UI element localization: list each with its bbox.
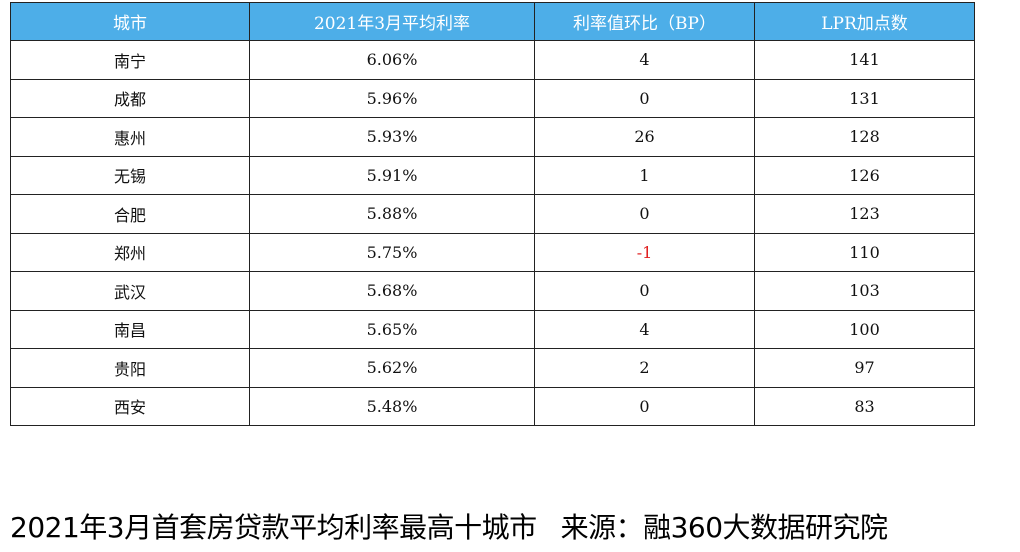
table-cell: 26 xyxy=(534,117,755,157)
table-cell: 合肥 xyxy=(10,194,250,234)
table-cell: 5.75% xyxy=(249,232,535,272)
table-row: 贵阳 5.62% 2 97 xyxy=(10,348,975,388)
table-cell: 西安 xyxy=(10,386,250,426)
table-cell: 5.91% xyxy=(249,155,535,195)
table-cell: 4 xyxy=(534,40,755,80)
table-cell: 0 xyxy=(534,194,755,234)
caption: 2021年3月首套房贷款平均利率最高十城市 来源：融360大数据研究院 xyxy=(10,506,912,546)
caption-source: 来源：融360大数据研究院 xyxy=(560,511,888,544)
table-row: 郑州 5.75% -1 110 xyxy=(10,232,975,272)
table-cell: 5.48% xyxy=(249,386,535,426)
table-cell: 0 xyxy=(534,271,755,311)
table-cell: 0 xyxy=(534,78,755,118)
column-header: 2021年3月平均利率 xyxy=(249,2,535,41)
column-header: LPR加点数 xyxy=(754,2,975,41)
table-cell: 惠州 xyxy=(10,117,250,157)
table-cell: 83 xyxy=(754,386,975,426)
column-header: 城市 xyxy=(10,2,250,41)
table-cell: 贵阳 xyxy=(10,348,250,388)
table-cell: 4 xyxy=(534,309,755,349)
table-cell: 97 xyxy=(754,348,975,388)
table-cell: 128 xyxy=(754,117,975,157)
header-row: 城市 2021年3月平均利率 利率值环比（BP） LPR加点数 xyxy=(10,2,975,41)
table-cell: 126 xyxy=(754,155,975,195)
table-cell: 1 xyxy=(534,155,755,195)
table-cell: 2 xyxy=(534,348,755,388)
table-cell: 武汉 xyxy=(10,271,250,311)
table-cell: 0 xyxy=(534,386,755,426)
table-row: 无锡 5.91% 1 126 xyxy=(10,155,975,195)
table-row: 成都 5.96% 0 131 xyxy=(10,78,975,118)
table-cell: 141 xyxy=(754,40,975,80)
table-cell: 6.06% xyxy=(249,40,535,80)
table-row: 南昌 5.65% 4 100 xyxy=(10,309,975,349)
table-cell: 100 xyxy=(754,309,975,349)
table-cell: 无锡 xyxy=(10,155,250,195)
table-cell: 郑州 xyxy=(10,232,250,272)
table-row: 西安 5.48% 0 83 xyxy=(10,386,975,426)
table-cell: 131 xyxy=(754,78,975,118)
table-cell: 123 xyxy=(754,194,975,234)
table-cell: 5.68% xyxy=(249,271,535,311)
caption-title: 2021年3月首套房贷款平均利率最高十城市 xyxy=(10,511,537,544)
table-cell: 5.65% xyxy=(249,309,535,349)
table-cell: 5.93% xyxy=(249,117,535,157)
table-cell: 5.96% xyxy=(249,78,535,118)
table-cell: 5.88% xyxy=(249,194,535,234)
table-row: 惠州 5.93% 26 128 xyxy=(10,117,975,157)
rate-table: 城市 2021年3月平均利率 利率值环比（BP） LPR加点数 南宁 6.06% 4 141… xyxy=(10,2,975,426)
table-row: 武汉 5.68% 0 103 xyxy=(10,271,975,311)
table-cell: -1 xyxy=(534,232,755,272)
table-row: 合肥 5.88% 0 123 xyxy=(10,194,975,234)
table-row: 南宁 6.06% 4 141 xyxy=(10,40,975,80)
table-cell: 成都 xyxy=(10,78,250,118)
table-cell: 5.62% xyxy=(249,348,535,388)
table-cell: 103 xyxy=(754,271,975,311)
table-cell: 南宁 xyxy=(10,40,250,80)
table-cell: 南昌 xyxy=(10,309,250,349)
table-cell: 110 xyxy=(754,232,975,272)
column-header: 利率值环比（BP） xyxy=(534,2,755,41)
